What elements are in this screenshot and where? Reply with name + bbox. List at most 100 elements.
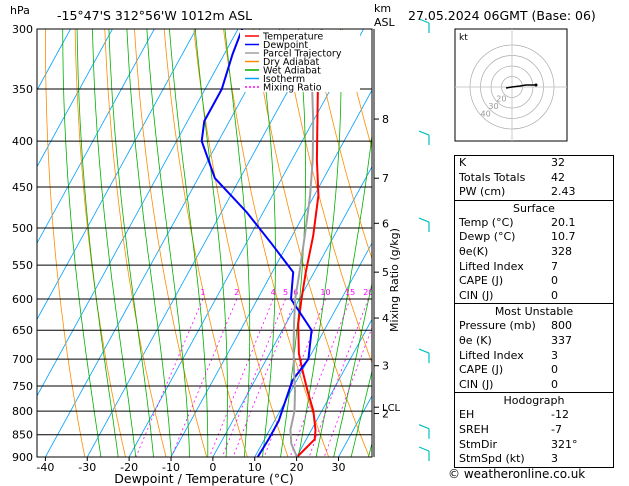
table-key: EH — [459, 408, 475, 422]
table-key: CAPE (J) — [459, 274, 504, 288]
pressure-tick-label: 300 — [12, 23, 33, 36]
pressure-tick-label: 750 — [12, 380, 33, 393]
pressure-tick-label: 450 — [12, 181, 33, 194]
table-row: CIN (J) 0 — [455, 289, 613, 304]
table-row: Dewp (°C) 10.7 — [455, 230, 613, 245]
mixing-ratio-label: 10 — [320, 288, 330, 297]
pressure-tick-label: 400 — [12, 135, 33, 148]
table-row: PW (cm) 2.43 — [455, 185, 613, 200]
pressure-tick-label: 850 — [12, 429, 33, 442]
km-tick-label: 7 — [382, 172, 389, 185]
location-text: -15°47'S 312°56'W 1012m ASL — [57, 8, 252, 23]
table-row: StmSpd (kt) 3 — [455, 452, 613, 467]
table-value: 42 — [551, 170, 565, 184]
table-value: 3 — [551, 452, 558, 466]
mixing-ratio-line — [209, 298, 274, 457]
x-tick-label: -30 — [78, 461, 96, 474]
legend-label: Parcel Trajectory — [263, 49, 342, 60]
isotherm-line — [37, 29, 197, 321]
indices-table: K 32 Totals Totals 42 PW (cm) 2.43 Surface Temp… — [454, 155, 614, 468]
wet-adiabat-line — [92, 29, 137, 457]
dry-adiabat-line — [74, 29, 126, 457]
table-row: CAPE (J) 0 — [455, 363, 613, 378]
legend-label: Mixing Ratio — [263, 83, 322, 94]
table-row: CIN (J) 0 — [455, 378, 613, 393]
table-value: 2.43 — [551, 185, 576, 199]
hodograph-trace — [505, 84, 536, 89]
table-value: 20.1 — [551, 215, 576, 229]
table-key: PW (cm) — [459, 185, 506, 199]
wind-barb-feather — [418, 130, 430, 136]
hodograph-storm-marker — [534, 83, 538, 87]
table-value: 32 — [551, 156, 565, 169]
mixing-ratio-line — [221, 298, 286, 457]
table-row: StmDir 321° — [455, 438, 613, 453]
wind-barb-feather — [418, 424, 430, 430]
table-section-title: Hodograph — [455, 392, 613, 408]
table-key: SREH — [459, 422, 489, 436]
table-value: 0 — [551, 288, 558, 302]
table-row: SREH -7 — [455, 423, 613, 438]
table-value: 0 — [551, 363, 558, 377]
legend-label: Wet Adiabat — [263, 66, 321, 77]
table-row: Lifted Index 3 — [455, 349, 613, 364]
wet-adiabat-line — [146, 29, 190, 457]
table-row: EH -12 — [455, 408, 613, 423]
wind-barbs — [418, 18, 430, 461]
hodograph-ring-label: 30 — [488, 102, 498, 111]
pressure-tick-label: 650 — [12, 324, 33, 337]
hodograph-ring-label: 40 — [481, 109, 491, 118]
km-tick-label: 4 — [382, 312, 389, 325]
x-axis-label: Dewpoint / Temperature (°C) — [114, 471, 293, 486]
mixing-ratio-label: 20 — [363, 288, 373, 297]
mixing-ratio-label: 2 — [234, 288, 239, 297]
pressure-tick-label: 550 — [12, 259, 33, 272]
wet-adiabat-line — [126, 29, 172, 457]
table-key: CAPE (J) — [459, 363, 504, 377]
table-key: K — [459, 156, 467, 169]
km-tick-label: 5 — [382, 266, 389, 279]
km-label: km — [374, 2, 391, 15]
table-value: 0 — [551, 377, 558, 391]
table-key: Totals Totals — [459, 170, 526, 184]
legend-label: Dewpoint — [263, 40, 308, 51]
mixing-ratio-line — [232, 298, 297, 457]
x-tick-label: -40 — [36, 461, 54, 474]
table-row: θe (K) 337 — [455, 334, 613, 349]
table-key: Pressure (mb) — [459, 319, 536, 333]
table-value: 800 — [551, 319, 572, 333]
pressure-tick-label: 350 — [12, 83, 33, 96]
table-row: Temp (°C) 20.1 — [455, 216, 613, 231]
km-tick-label: 8 — [382, 113, 389, 126]
x-tick-label: 30 — [332, 461, 346, 474]
dry-adiabat-line — [104, 29, 167, 457]
x-tick-label: 10 — [248, 461, 262, 474]
datetime-text: 27.05.2024 06GMT (Base: 06) — [408, 8, 596, 23]
plot-frame — [36, 28, 373, 458]
table-key: StmDir — [459, 437, 498, 451]
table-key: Dewp (°C) — [459, 230, 516, 244]
table-value: 3 — [551, 348, 558, 362]
profile-parcel-trajectory — [289, 29, 323, 457]
wet-adiabat-line — [194, 29, 228, 457]
isotherm-line — [37, 29, 71, 91]
wet-adiabat-line — [350, 369, 372, 457]
table-key: θe(K) — [459, 244, 489, 258]
isotherm-line — [128, 29, 364, 457]
pressure-tick-label: 800 — [12, 405, 33, 418]
table-row: K 32 — [455, 156, 613, 171]
table-key: θe (K) — [459, 333, 492, 347]
wind-barb-feather — [418, 348, 430, 354]
pressure-tick-label: 500 — [12, 222, 33, 235]
table-row: θe(K) 328 — [455, 245, 613, 260]
km-tick-label: 6 — [382, 217, 389, 230]
table-value: 0 — [551, 274, 558, 288]
hodograph-unit-label: kt — [459, 33, 468, 43]
x-tick-label: -10 — [162, 461, 180, 474]
table-row: Totals Totals 42 — [455, 171, 613, 186]
asl-label: ASL — [374, 16, 396, 29]
legend-label: Temperature — [262, 32, 323, 43]
